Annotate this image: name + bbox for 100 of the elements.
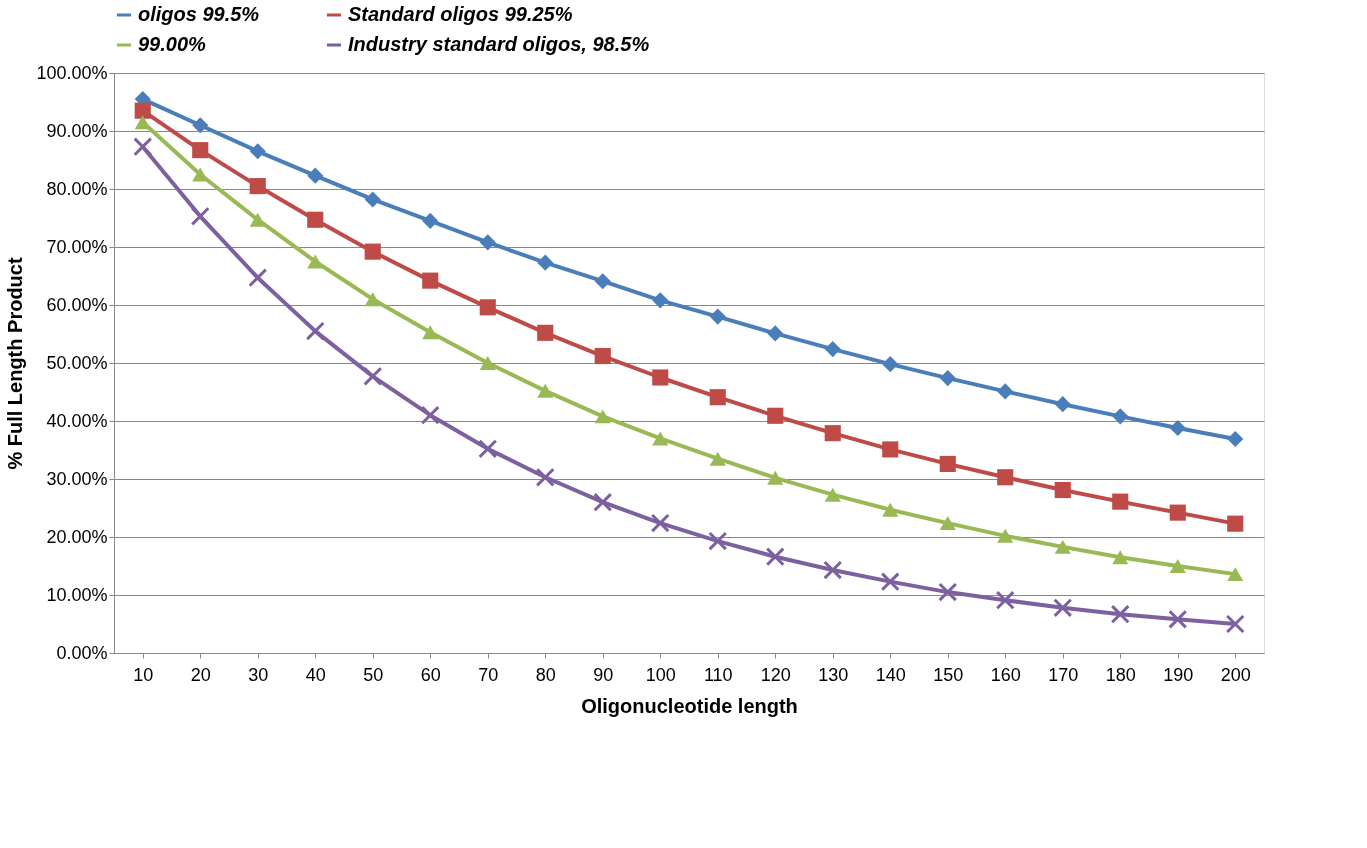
point [939, 516, 956, 531]
x-tick-label: 60 [420, 664, 441, 685]
point [709, 389, 726, 406]
legend-label: oligos 99.5% [138, 3, 260, 25]
point [1169, 419, 1186, 437]
y-tick-label: 60.00% [46, 294, 108, 315]
point [824, 425, 841, 442]
point [479, 356, 496, 370]
y-axis-title: % Full Length Product [4, 257, 27, 470]
y-tick-label: 10.00% [46, 584, 108, 605]
point [939, 370, 956, 387]
point [192, 142, 209, 159]
point [767, 407, 784, 424]
x-tick-label: 140 [875, 664, 906, 685]
point [767, 325, 784, 342]
point [537, 383, 554, 398]
point [248, 268, 268, 288]
point [995, 590, 1015, 610]
point [134, 102, 151, 119]
y-tick-label: 70.00% [46, 236, 108, 257]
legend-label: 99.00% [138, 33, 207, 55]
point [594, 273, 611, 290]
point [1225, 614, 1245, 634]
point [134, 115, 151, 130]
point [1169, 559, 1186, 573]
point [997, 469, 1014, 486]
point [767, 470, 784, 485]
y-tick-label: 30.00% [46, 468, 108, 489]
point [1168, 609, 1188, 629]
point [652, 369, 669, 386]
point [249, 143, 266, 160]
x-tick-label: 100 [645, 664, 676, 685]
point [1227, 515, 1244, 532]
point [364, 243, 381, 260]
point [307, 254, 324, 269]
point [537, 324, 554, 341]
point [1054, 481, 1071, 499]
point [479, 299, 496, 316]
point [364, 191, 381, 208]
point [824, 487, 841, 502]
point [824, 341, 841, 358]
point [594, 347, 611, 365]
y-tick-label: 50.00% [46, 352, 108, 373]
x-tick-label: 30 [248, 664, 269, 685]
y-tick-label: 100.00% [36, 62, 108, 83]
point [880, 572, 900, 592]
y-tick-label: 20.00% [46, 526, 108, 547]
point [192, 167, 209, 182]
point [882, 356, 899, 373]
point [422, 272, 439, 289]
point [422, 325, 439, 340]
point [1054, 539, 1071, 554]
x-tick-label: 70 [478, 664, 499, 685]
point [823, 560, 843, 580]
point [997, 383, 1014, 400]
x-tick-label: 170 [1048, 664, 1079, 685]
point [938, 582, 958, 602]
point [652, 292, 669, 309]
legend-label: Industry standard oligos, 98.5% [348, 33, 650, 55]
point [307, 211, 324, 228]
x-tick-label: 180 [1105, 664, 1136, 685]
point [420, 405, 440, 425]
point [307, 167, 324, 184]
point [1227, 430, 1244, 448]
x-tick-label: 130 [818, 664, 849, 685]
point [364, 292, 381, 307]
y-tick-label: 80.00% [46, 178, 108, 199]
point [650, 513, 670, 533]
point [192, 117, 209, 134]
y-tick-label: 40.00% [46, 410, 108, 431]
x-tick-label: 120 [760, 664, 791, 685]
point [939, 455, 956, 472]
point [535, 467, 555, 487]
x-tick-label: 10 [133, 664, 154, 685]
x-tick-label: 150 [933, 664, 964, 685]
point [1112, 550, 1129, 565]
point [305, 321, 325, 341]
point [1053, 598, 1073, 618]
x-tick-label: 90 [593, 664, 614, 685]
point [422, 212, 439, 229]
x-tick-label: 20 [190, 664, 211, 685]
point [249, 212, 266, 227]
point [882, 441, 899, 458]
point [594, 409, 611, 424]
x-tick-label: 40 [305, 664, 326, 685]
point [1112, 493, 1129, 510]
point [1054, 396, 1071, 413]
point [1227, 567, 1244, 582]
point [249, 178, 266, 195]
point [765, 547, 785, 567]
x-tick-label: 50 [363, 664, 384, 685]
point [709, 451, 726, 466]
y-tick-label: 0.00% [56, 642, 108, 663]
y-tick-label: 90.00% [46, 120, 108, 141]
point [478, 439, 498, 459]
point [593, 492, 613, 512]
x-tick-label: 200 [1220, 664, 1251, 685]
x-tick-label: 80 [535, 664, 556, 685]
point [479, 234, 496, 251]
point [1112, 408, 1129, 425]
